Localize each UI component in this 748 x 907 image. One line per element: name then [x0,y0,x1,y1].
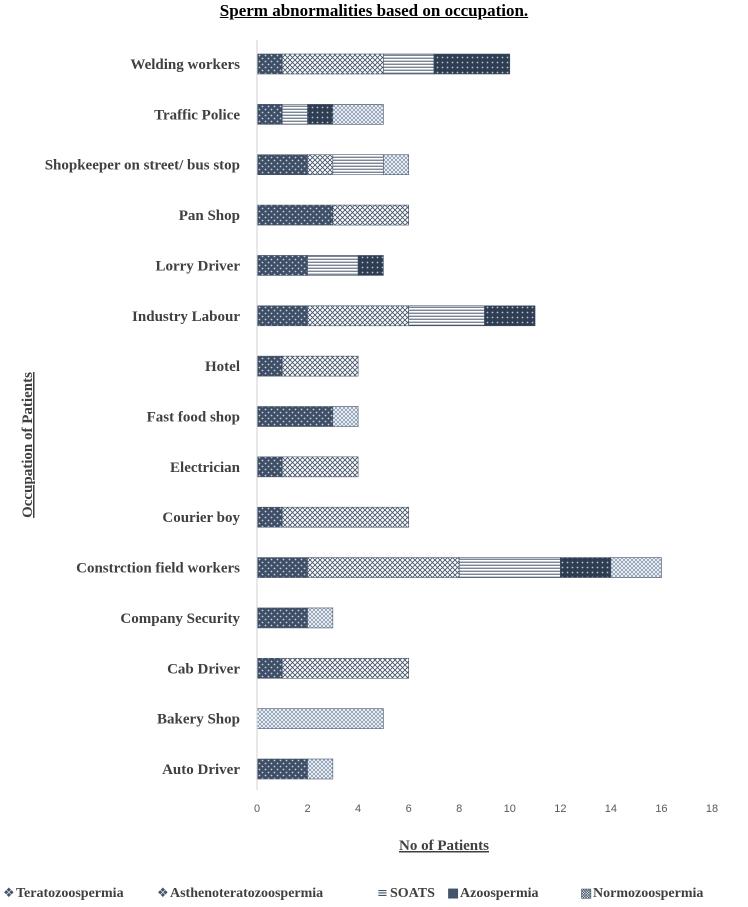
category-label-pan-shop: Pan Shop [179,208,240,224]
bar-pan-shop-teratozoospermia [256,204,334,226]
x-axis-label: No of Patients [399,838,489,854]
bar-constrction-field-workers-teratozoospermia [256,557,308,578]
legend-item-normozoospermia: ▩ Normozoospermia [580,886,703,901]
bar-traffic-police-azoospermia [307,104,334,125]
y-axis-label: Occupation of Patients [20,372,36,518]
legend-label-normozoospermia: Normozoospermia [593,886,703,901]
bar-traffic-police-teratozoospermia [256,104,283,125]
category-label-welding-workers: Welding workers [130,57,240,73]
bar-industry-labour-azoospermia [484,305,536,327]
category-label-courier-boy: Courier boy [162,510,240,526]
bar-cab-driver-asthenoteratozoospermia [281,657,409,679]
category-label-shopkeeper-on-street-bus-stop: Shopkeeper on street/ bus stop [45,158,240,174]
category-label-industry-labour: Industry Labour [132,309,240,325]
category-label-hotel: Hotel [205,359,240,375]
legend-marker-azoospermia: ■ [447,886,459,901]
x-tick-label: 2 [304,803,310,815]
legend-label-asthenoteratozoospermia: Asthenoteratozoospermia [170,886,323,901]
x-tick-label: 14 [605,803,617,815]
legend-label-teratozoospermia: Teratozoospermia [16,886,124,901]
bar-constrction-field-workers-soats [458,557,561,578]
category-label-lorry-driver: Lorry Driver [155,258,240,274]
category-label-fast-food-shop: Fast food shop [147,410,240,426]
bar-lorry-driver-azoospermia [357,255,384,276]
bars-group [256,53,662,780]
x-tick-label: 12 [554,803,566,815]
bar-welding-workers-soats [383,53,435,75]
x-tick-label: 4 [355,803,361,815]
chart-title: Sperm abnormalities based on occupation. [219,1,529,20]
bar-company-security-normozoospermia [307,607,334,629]
x-tick-label: 0 [254,803,260,815]
legend-label-soats: SOATS [390,886,435,901]
bar-electrician-teratozoospermia [256,456,283,478]
legend-item-azoospermia: ■ Azoospermia [447,886,539,901]
category-label-constrction-field-workers: Constrction field workers [76,561,240,577]
bar-traffic-police-soats [281,104,308,125]
bar-cab-driver-teratozoospermia [256,657,283,679]
bar-company-security-teratozoospermia [256,607,308,629]
bar-constrction-field-workers-asthenoteratozoospermia [307,557,460,578]
bar-constrction-field-workers-normozoospermia [610,557,662,578]
bar-bakery-shop-normozoospermia [256,708,384,729]
legend-marker-teratozoospermia: ❖ [3,886,15,901]
legend-item-teratozoospermia: ❖ Teratozoospermia [3,886,124,901]
bar-industry-labour-soats [408,305,485,327]
bar-shopkeeper-on-street-bus-stop-asthenoteratozoospermia [307,154,334,176]
bar-auto-driver-teratozoospermia [256,758,308,780]
x-tick-label: 10 [504,803,516,815]
bar-hotel-asthenoteratozoospermia [281,355,359,377]
legend-marker-soats: ≡ [377,886,388,901]
bar-industry-labour-teratozoospermia [256,305,308,327]
x-tick-label: 16 [655,803,667,815]
legend-marker-normozoospermia: ▩ [580,886,592,901]
bar-shopkeeper-on-street-bus-stop-teratozoospermia [256,154,308,176]
bar-courier-boy-asthenoteratozoospermia [281,506,409,528]
bar-auto-driver-normozoospermia [307,758,334,780]
bar-industry-labour-asthenoteratozoospermia [307,305,409,327]
bar-pan-shop-asthenoteratozoospermia [332,204,409,226]
bar-welding-workers-teratozoospermia [256,53,283,75]
bar-lorry-driver-teratozoospermia [256,255,308,276]
legend-label-azoospermia: Azoospermia [460,886,539,901]
bar-constrction-field-workers-azoospermia [560,557,612,578]
bar-lorry-driver-soats [307,255,359,276]
category-label-cab-driver: Cab Driver [167,661,240,677]
bar-welding-workers-azoospermia [433,53,511,75]
legend-marker-asthenoteratozoospermia: ❖ [157,886,169,901]
bar-fast-food-shop-teratozoospermia [256,406,334,427]
category-label-company-security: Company Security [120,611,240,627]
bar-hotel-teratozoospermia [256,355,283,377]
category-label-auto-driver: Auto Driver [162,762,240,778]
bar-shopkeeper-on-street-bus-stop-normozoospermia [383,154,409,176]
bar-electrician-asthenoteratozoospermia [281,456,359,478]
legend-item-asthenoteratozoospermia: ❖ Asthenoteratozoospermia [157,886,323,901]
bar-fast-food-shop-normozoospermia [332,406,359,427]
legend-item-soats: ≡ SOATS [377,886,435,901]
x-tick-label: 18 [706,803,718,815]
axes-group: 0 2 4 6 8 10 12 14 16 18 [254,40,718,815]
bar-courier-boy-teratozoospermia [256,506,283,528]
bar-welding-workers-asthenoteratozoospermia [281,53,384,75]
bar-shopkeeper-on-street-bus-stop-soats [332,154,384,176]
legend: ❖ Teratozoospermia ❖ Asthenoteratozoospermi… [3,886,703,901]
category-label-traffic-police: Traffic Police [154,107,240,123]
bar-traffic-police-normozoospermia [332,104,384,125]
labels-group: Auto Driver Bakery Shop Cab Driver Company … [20,57,489,854]
category-label-electrician: Electrician [170,460,241,476]
x-tick-label: 6 [406,803,412,815]
x-tick-label: 8 [456,803,462,815]
category-label-bakery-shop: Bakery Shop [157,712,240,728]
